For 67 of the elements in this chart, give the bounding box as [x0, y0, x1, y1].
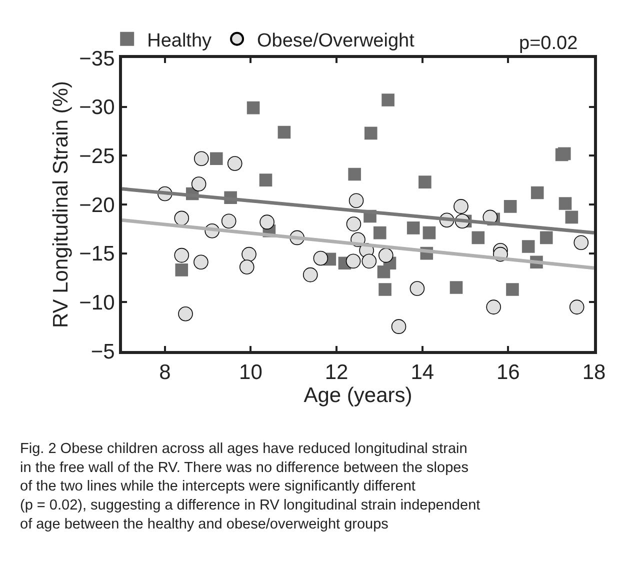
caption: Fig. 2 Obese children across all ages have reduced longitudinal strain in the free wall of the RV. There was no difference between the slopes of the two lines while the intercepts were significantly different (p = 0.02), suggesting a difference in RV longitudinal strain independent of age between the healthy and obese/overweight groups	[20, 441, 480, 532]
point	[346, 216, 362, 232]
point	[565, 210, 578, 224]
point	[313, 250, 328, 266]
x-tick-label: 8	[159, 361, 171, 384]
point	[348, 193, 364, 208]
y-axis-title: RV Longitudinal Strain (%)	[49, 80, 72, 328]
x-tick-label: 16	[496, 361, 520, 384]
point	[278, 126, 291, 139]
point	[522, 240, 535, 253]
point	[418, 176, 432, 188]
point	[569, 300, 584, 314]
legend-label: Healthy	[147, 30, 212, 52]
y-tick-label: −20	[79, 194, 115, 217]
point	[194, 254, 208, 270]
x-tick-label: 12	[324, 361, 348, 384]
point	[260, 214, 274, 230]
point	[242, 246, 256, 262]
point	[530, 186, 544, 200]
x-tick-label: 18	[582, 361, 606, 384]
point	[174, 248, 190, 263]
point	[506, 283, 519, 296]
point	[454, 199, 468, 214]
point	[210, 152, 223, 165]
point	[194, 151, 209, 166]
y-tick-label: −35	[79, 47, 115, 70]
y-tick-label: −15	[79, 242, 115, 266]
x-axis-title: Age (years)	[304, 384, 412, 408]
point	[362, 254, 377, 269]
text: p=0.02	[519, 33, 578, 54]
point	[472, 231, 485, 244]
x-tick-label: 14	[410, 361, 434, 384]
point	[175, 264, 188, 276]
point	[178, 306, 193, 322]
point	[364, 126, 378, 140]
point	[422, 226, 436, 240]
point	[377, 265, 390, 278]
point	[504, 200, 517, 213]
point	[227, 156, 242, 171]
point	[410, 281, 425, 296]
y-tick-label: −10	[79, 292, 115, 315]
point	[391, 319, 406, 334]
point	[558, 197, 572, 210]
point	[406, 222, 420, 234]
point	[450, 281, 463, 294]
point	[174, 210, 190, 226]
point	[540, 231, 553, 244]
x-tick-label: 10	[239, 361, 262, 384]
point	[373, 226, 386, 240]
point	[246, 101, 260, 114]
point	[221, 214, 236, 228]
point	[348, 168, 361, 181]
point	[574, 235, 589, 250]
point	[239, 260, 254, 274]
point	[378, 248, 394, 263]
point	[346, 254, 361, 269]
y-tick-label: −25	[79, 145, 115, 168]
y-tick-label: −5	[90, 340, 115, 364]
point	[558, 147, 571, 160]
point	[382, 94, 394, 106]
y-tick-label: −30	[79, 96, 115, 120]
legend-label: Obese/Overweight	[257, 30, 416, 52]
point	[378, 283, 392, 296]
point	[259, 174, 272, 186]
point	[486, 300, 501, 314]
point	[191, 176, 206, 192]
point	[302, 267, 318, 282]
